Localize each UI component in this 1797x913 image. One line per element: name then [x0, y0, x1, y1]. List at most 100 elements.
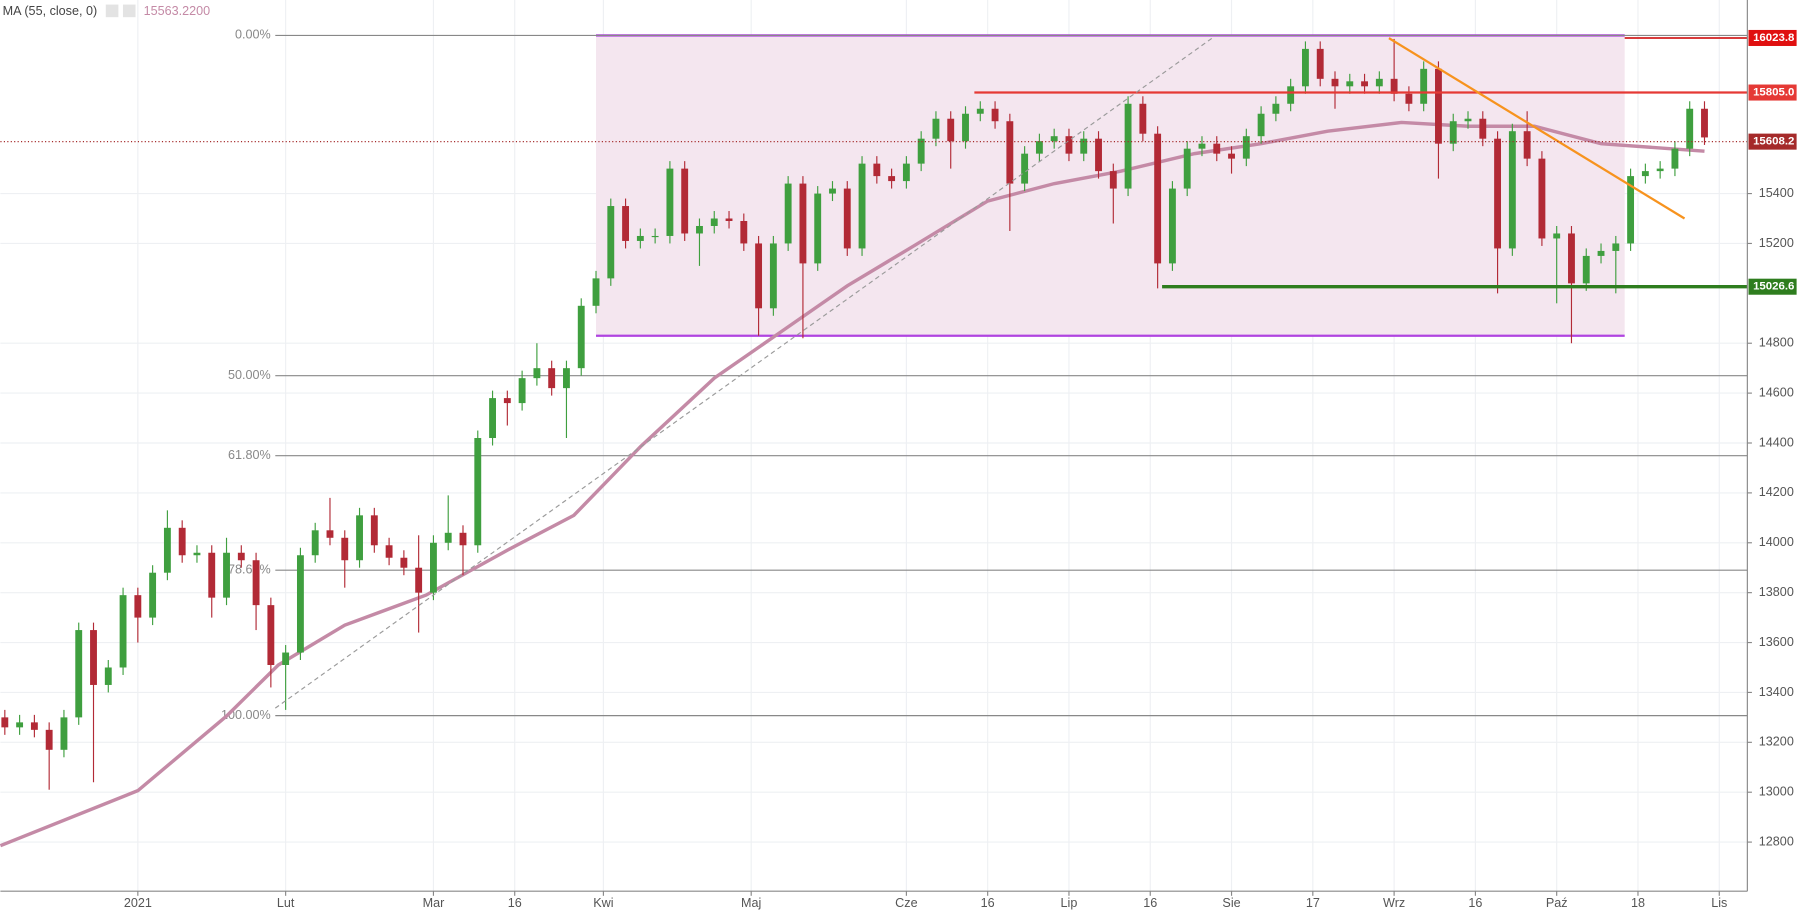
price-label-box [1748, 84, 1797, 101]
candle-body [1361, 81, 1368, 87]
candle-body [636, 235, 644, 241]
candle-body [1228, 153, 1235, 159]
candle-body [1198, 143, 1206, 149]
x-tick-label: Lis [1711, 896, 1727, 910]
candle-body [1538, 158, 1546, 239]
y-tick-label: 13200 [1759, 735, 1794, 749]
candle-body [1124, 103, 1132, 189]
candle-body [755, 243, 763, 309]
candle-body [962, 113, 969, 142]
indicator-layer [0, 120, 1705, 848]
candle-body [1701, 108, 1708, 138]
candle-body [991, 108, 999, 122]
x-tick-label: 16 [508, 896, 522, 910]
candle-body [518, 378, 526, 404]
y-tick-label: 14200 [1759, 485, 1794, 499]
close-icon[interactable] [122, 4, 136, 18]
candle-body [1109, 171, 1117, 189]
candle-body [1686, 108, 1694, 149]
y-tick-label: 13600 [1759, 635, 1794, 649]
candle-layer [1, 38, 1708, 790]
candle-body [1612, 243, 1620, 251]
candle-body [548, 368, 556, 389]
fib-label: 50.00% [228, 368, 271, 382]
candle-body [563, 368, 570, 389]
candle-body [1287, 86, 1295, 104]
y-tick-label: 14600 [1759, 385, 1794, 399]
candle-body [1656, 168, 1664, 172]
moving-average [0, 120, 1705, 848]
candle-body [489, 398, 496, 439]
candle-body [429, 542, 437, 593]
fib-label: 0.00% [235, 28, 271, 42]
candle-body [902, 163, 910, 182]
y-tick-label: 14400 [1759, 435, 1794, 449]
candle-body [149, 572, 157, 618]
candle-body [1435, 68, 1442, 144]
candle-body [829, 188, 836, 194]
candle-body [577, 305, 585, 369]
candle-body [651, 235, 659, 238]
drawn-line [1388, 37, 1686, 220]
drawn-line [274, 35, 1215, 709]
candle-body [1464, 118, 1472, 122]
y-tick-label: 15200 [1759, 236, 1794, 250]
candle-body [1449, 121, 1457, 144]
candle-body [888, 176, 896, 182]
x-tick-label: 16 [1468, 896, 1482, 910]
candle-body [1168, 188, 1176, 264]
candle-body [163, 527, 171, 573]
candle-body [843, 188, 851, 249]
candle-body [370, 515, 378, 546]
candle-body [1405, 93, 1413, 104]
candle-body [1479, 118, 1487, 139]
candle-body [237, 552, 245, 561]
candle-body [1095, 138, 1102, 172]
candle-body [592, 278, 600, 306]
x-tick-label: Kwi [593, 896, 613, 910]
candle-body [814, 193, 822, 264]
candle-body [1154, 133, 1162, 264]
x-tick-label: 2021 [124, 896, 152, 910]
candle-body [799, 183, 807, 264]
candle-body [1671, 148, 1679, 169]
candle-body [134, 595, 142, 618]
candle-body [710, 218, 718, 226]
candle-body [1257, 113, 1265, 137]
indicator-value: 15563.2200 [144, 4, 211, 18]
candle-body [1302, 48, 1309, 87]
y-tick-label: 14000 [1759, 535, 1794, 549]
candle-body [666, 168, 674, 236]
candle-body [75, 630, 83, 718]
candle-body [932, 118, 940, 139]
candle-body [311, 530, 319, 556]
candle-body [740, 221, 748, 244]
candle-body [90, 630, 97, 685]
candle-body [223, 552, 230, 598]
candle-body [16, 722, 24, 728]
price-label: 15608.2 [1753, 136, 1794, 148]
candle-body [45, 729, 53, 750]
settings-icon[interactable] [105, 4, 119, 18]
fib-label: 78.60% [228, 563, 271, 577]
candle-body [1183, 148, 1191, 189]
candle-body [1035, 141, 1043, 154]
line-layer [0, 35, 1748, 709]
price-label-box [1748, 278, 1797, 295]
x-tick-label: Lut [277, 896, 295, 910]
candle-body [1627, 176, 1635, 244]
x-tick-label: Cze [895, 896, 917, 910]
candle-body [947, 118, 955, 142]
candle-body [1346, 81, 1354, 87]
candle-body [503, 398, 511, 404]
candle-body [415, 567, 423, 593]
x-tick-label: 18 [1631, 896, 1645, 910]
candle-body [1523, 131, 1531, 159]
candle-body [1080, 138, 1088, 154]
y-tick-label: 13000 [1759, 785, 1794, 799]
candle-body [1494, 138, 1502, 249]
candle-body [400, 557, 408, 568]
candle-body [1331, 78, 1339, 87]
x-tick-label: Sie [1222, 896, 1240, 910]
